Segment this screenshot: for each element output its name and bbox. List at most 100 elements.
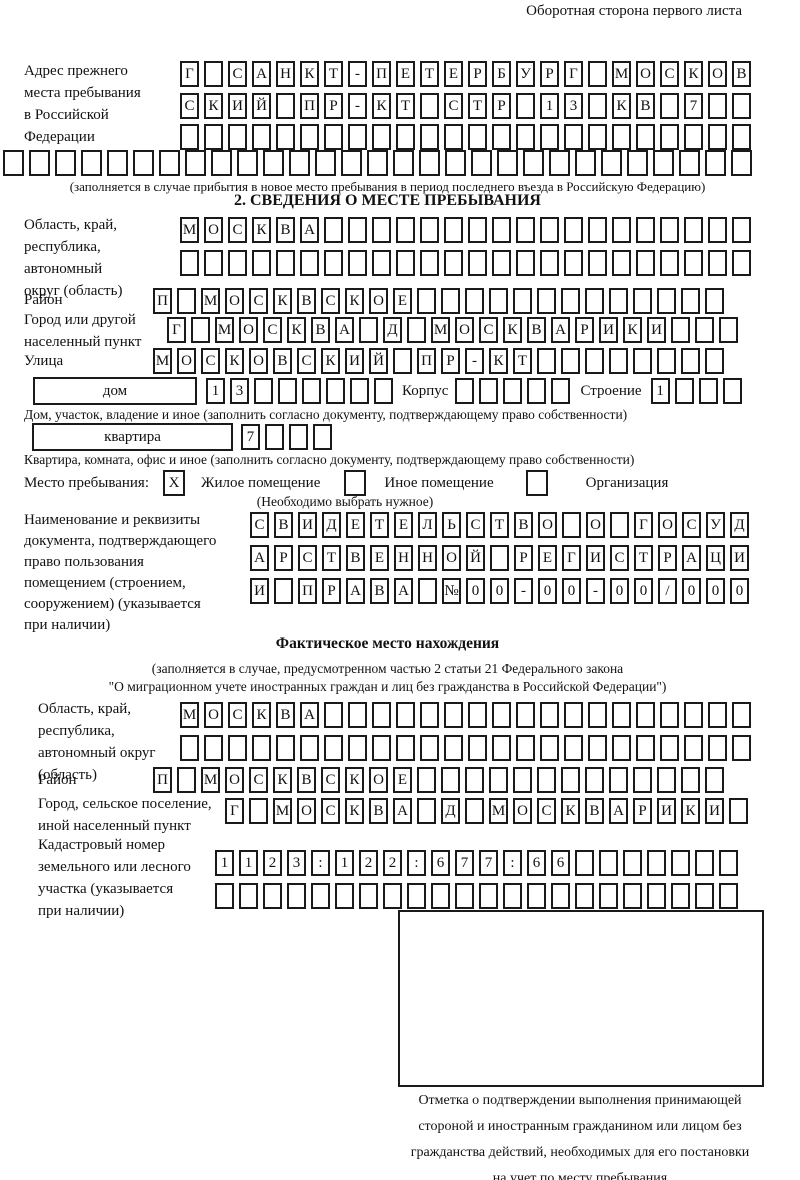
char-cell [588, 93, 607, 119]
label-line: Область, край, [24, 217, 118, 233]
label-line: автономный [24, 261, 103, 277]
char-cell [237, 150, 258, 176]
char-cell: И [228, 93, 247, 119]
stamp-caption: Отметка о подтверждении выполнения прини… [390, 1088, 770, 1180]
char-cell: 2 [359, 850, 378, 876]
char-cell [276, 124, 295, 150]
region2-row-2 [180, 735, 751, 761]
char-cell: Е [370, 545, 389, 571]
label-line: округ (область) [24, 283, 123, 299]
char-cell [540, 217, 559, 243]
char-cell [708, 735, 727, 761]
char-cell: А [252, 61, 271, 87]
char-cell [492, 250, 511, 276]
char-cell: Л [418, 512, 437, 538]
char-cell [289, 150, 310, 176]
district-label: Район [24, 292, 63, 308]
char-cell: О [177, 348, 196, 374]
apartment-row: квартира 7 [32, 423, 332, 451]
char-cell [393, 150, 414, 176]
char-cell: К [273, 767, 292, 793]
char-cell: Р [322, 578, 341, 604]
stroenie-cells: 1 [650, 378, 742, 404]
char-cell: К [372, 93, 391, 119]
char-cell: 1 [215, 850, 234, 876]
label-line: Отметка о подтверждении выполнения прини… [418, 1093, 742, 1108]
char-cell [674, 378, 694, 404]
char-cell: С [250, 512, 269, 538]
char-cell: О [442, 545, 461, 571]
char-cell: 3 [287, 850, 306, 876]
char-cell [671, 850, 690, 876]
section2-title: 2. СВЕДЕНИЯ О МЕСТЕ ПРЕБЫВАНИЯ [234, 192, 541, 209]
char-cell [708, 702, 727, 728]
char-cell [133, 150, 154, 176]
doc-row-3: И П Р А В А № 0 0-0 0-0 0/0 0 0 [250, 578, 749, 604]
checkbox-organization [525, 470, 548, 496]
char-cell: К [252, 702, 271, 728]
char-cell: В [370, 578, 389, 604]
char-cell [671, 317, 690, 343]
char-cell [647, 883, 666, 909]
char-cell: К [252, 217, 271, 243]
char-cell: С [263, 317, 282, 343]
char-cell: М [201, 767, 220, 793]
char-cell: 2 [263, 850, 282, 876]
house-note: Дом, участок, владение и иное (заполнить… [24, 407, 628, 422]
char-cell: П [153, 767, 172, 793]
char-cell [516, 217, 535, 243]
char-cell [239, 883, 258, 909]
char-cell: С [444, 93, 463, 119]
char-cell [561, 288, 580, 314]
char-cell: С [321, 288, 340, 314]
char-cell [159, 150, 180, 176]
char-cell [585, 288, 604, 314]
char-cell: 2 [383, 850, 402, 876]
char-cell [420, 124, 439, 150]
char-cell [276, 735, 295, 761]
char-cell: А [250, 545, 269, 571]
char-cell [348, 735, 367, 761]
char-cell [599, 883, 618, 909]
char-cell [575, 883, 594, 909]
label-line: при наличии) [24, 617, 111, 633]
char-cell: А [551, 317, 570, 343]
char-cell: Г [167, 317, 186, 343]
char-cell [729, 798, 748, 824]
stamp-box [398, 910, 764, 1087]
char-cell: М [153, 348, 172, 374]
char-cell: В [346, 545, 365, 571]
char-cell [660, 124, 679, 150]
char-cell [684, 702, 703, 728]
char-cell [3, 150, 24, 176]
char-cell: Е [393, 288, 412, 314]
char-cell: Т [396, 93, 415, 119]
char-cell: К [561, 798, 580, 824]
char-cell: : [503, 850, 522, 876]
label-line: населенный пункт [24, 334, 142, 350]
char-cell: Г [562, 545, 581, 571]
label-line: (область) [38, 767, 97, 783]
char-cell: О [538, 512, 557, 538]
char-cell [660, 217, 679, 243]
char-cell: М [180, 217, 199, 243]
char-cell: И [599, 317, 618, 343]
char-cell: Н [418, 545, 437, 571]
char-cell [372, 702, 391, 728]
char-cell: М [489, 798, 508, 824]
char-cell: 0 [538, 578, 557, 604]
char-cell [465, 767, 484, 793]
char-cell [228, 735, 247, 761]
char-cell: Ц [706, 545, 725, 571]
char-cell [420, 217, 439, 243]
organization-label: Организация [585, 474, 669, 491]
char-cell [633, 767, 652, 793]
char-cell: К [300, 61, 319, 87]
char-cell: Р [658, 545, 677, 571]
stay-type-note: (Необходимо выбрать нужное) [256, 494, 434, 509]
char-cell [252, 124, 271, 150]
